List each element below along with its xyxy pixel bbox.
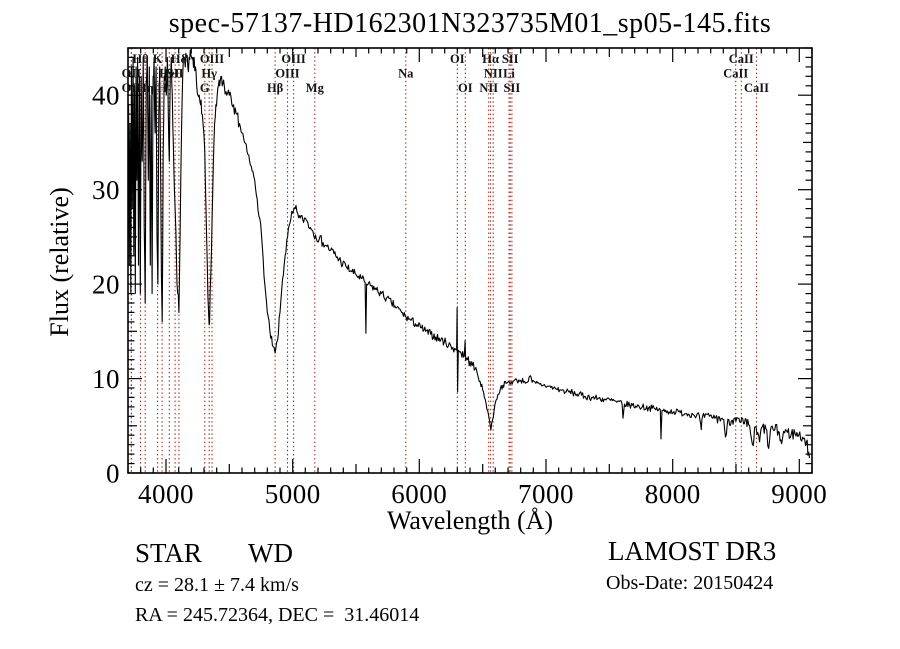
x-tick-label: 4000	[138, 479, 194, 509]
spectral-line-label: Hα	[482, 52, 499, 66]
subclass-label: WD	[248, 538, 293, 568]
spectral-line-label: CaII	[744, 81, 769, 95]
spectral-line-label: CaII	[729, 52, 754, 66]
x-tick-label: 9000	[771, 479, 827, 509]
spectral-line-label: Mg	[306, 81, 325, 95]
spectral-line-label: SII	[504, 81, 521, 95]
y-tick-label: 20	[92, 270, 120, 300]
spectral-line-label: G	[200, 81, 210, 95]
survey-label: LAMOST DR3	[608, 536, 777, 566]
y-tick-label: 40	[92, 81, 120, 111]
spectral-line-label: Hη	[137, 81, 154, 95]
spectral-line-label: Hθ	[132, 52, 148, 66]
cz-value: cz = 28.1 ± 7.4 km/s	[135, 574, 299, 596]
spectral-line-label: Hβ	[267, 81, 284, 95]
spectral-line-label: Na	[398, 67, 414, 81]
spectral-line-label: OII	[122, 67, 142, 81]
y-tick-label: 30	[92, 175, 120, 205]
x-tick-label: 8000	[645, 479, 701, 509]
spectral-line-label: K	[153, 52, 163, 66]
x-tick-label: 5000	[265, 479, 321, 509]
plot-title: spec-57137-HD162301N323735M01_sp05-145.f…	[168, 8, 772, 39]
spectral-line-label: Hγ	[201, 67, 217, 81]
obs-date-value: Obs-Date: 20150424	[606, 572, 774, 594]
spectral-line-label: HeI	[159, 67, 179, 81]
spectral-line-label: OIII	[275, 67, 299, 81]
class-label: STAR	[135, 538, 202, 568]
y-tick-label: 10	[92, 364, 120, 394]
spectral-line-label: OI	[458, 81, 473, 95]
ra-dec-value: RA = 245.72364, DEC = 31.46014	[135, 604, 420, 626]
x-tick-label: 7000	[518, 479, 574, 509]
spectral-line-label: OIII	[281, 52, 305, 66]
y-tick-label: 0	[106, 459, 120, 489]
spectral-line-label: NII	[479, 81, 498, 95]
spectral-line-label: Li	[503, 67, 515, 81]
x-tick-label: 6000	[391, 479, 447, 509]
spectral-line-label: SII	[502, 52, 519, 66]
x-axis-title: Wavelength (Å)	[386, 506, 554, 535]
spectral-line-label: NII	[484, 67, 503, 81]
spectral-line-label: SII	[167, 67, 184, 81]
spectral-line-label: H	[157, 81, 167, 95]
spectral-line-label: OI	[450, 52, 465, 66]
spectral-line-label: Hδ	[171, 52, 188, 66]
spectral-line-label: OII	[122, 81, 142, 95]
spectral-line-label: CaII	[723, 67, 748, 81]
spectral-line-label: OIII	[200, 52, 224, 66]
